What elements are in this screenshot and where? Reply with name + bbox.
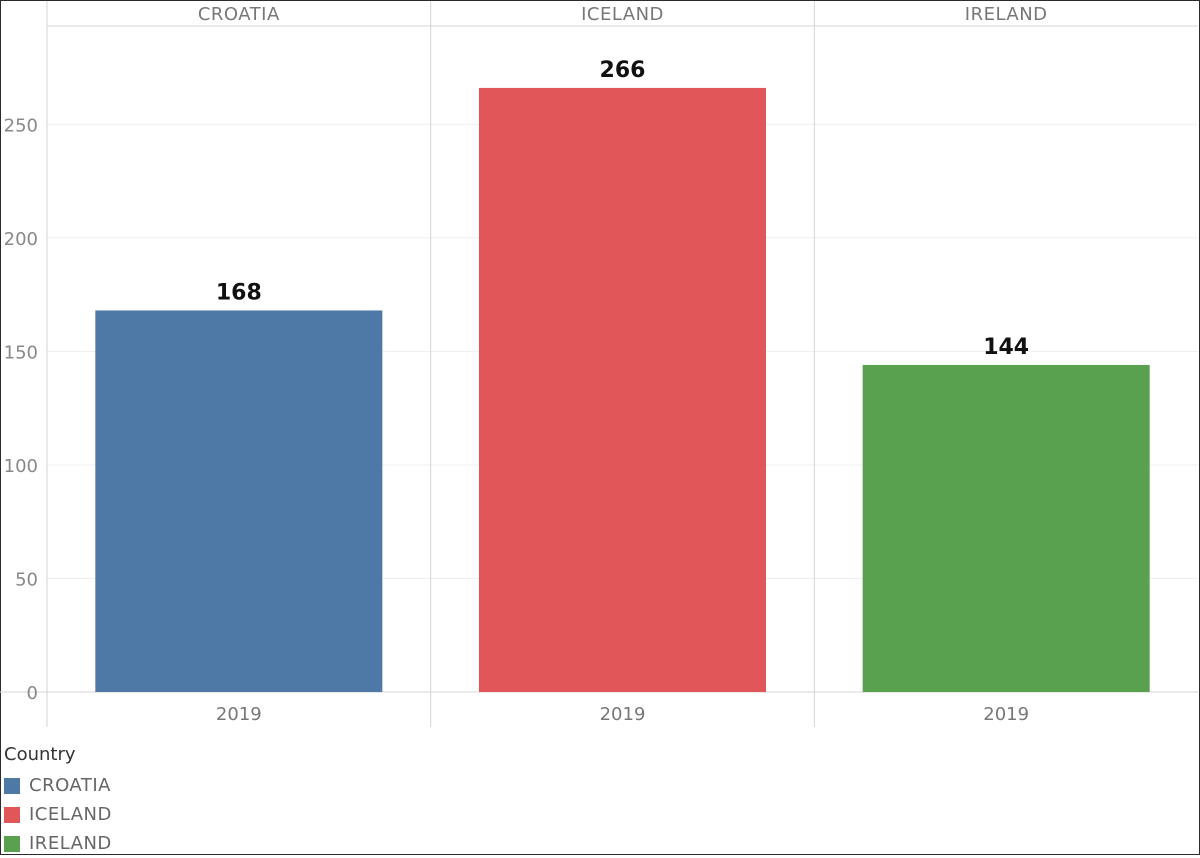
x-axis-ticks: 2019 2019 2019: [216, 704, 1029, 725]
data-labels: 168 266 144: [216, 58, 1029, 360]
data-label-iceland: 266: [600, 58, 646, 83]
legend-swatch-croatia: [4, 777, 20, 794]
column-header-ireland: IRELAND: [965, 4, 1048, 25]
bars: [95, 87, 1150, 692]
legend-label-ireland: IRELAND: [29, 833, 112, 854]
y-tick-label-200: 200: [4, 229, 38, 250]
y-tick-label-0: 0: [27, 683, 38, 704]
x-tick-label-0: 2019: [216, 704, 262, 725]
data-label-croatia: 168: [216, 280, 262, 305]
legend-swatch-ireland: [4, 835, 20, 852]
x-tick-label-2: 2019: [983, 704, 1029, 725]
y-axis-ticks: 0 50 100 150 200 250: [4, 115, 38, 704]
y-tick-label-250: 250: [4, 115, 38, 136]
bar-iceland[interactable]: [479, 87, 766, 692]
y-tick-label-50: 50: [15, 569, 38, 590]
column-headers: CROATIA ICELAND IRELAND: [198, 4, 1048, 25]
y-tick-label-100: 100: [4, 456, 38, 477]
column-header-croatia: CROATIA: [198, 4, 280, 25]
data-label-ireland: 144: [983, 335, 1029, 360]
legend-label-iceland: ICELAND: [29, 804, 112, 825]
legend-swatch-iceland: [4, 806, 20, 823]
legend-item-ireland[interactable]: IRELAND: [4, 829, 112, 858]
legend-item-iceland[interactable]: ICELAND: [4, 800, 112, 829]
bar-croatia[interactable]: [95, 310, 383, 692]
legend: Country CROATIA ICELAND IRELAND: [4, 743, 112, 858]
bar-ireland[interactable]: [862, 364, 1150, 692]
legend-label-croatia: CROATIA: [29, 775, 111, 796]
legend-item-croatia[interactable]: CROATIA: [4, 771, 112, 800]
y-tick-label-150: 150: [4, 342, 38, 363]
x-tick-label-1: 2019: [600, 704, 646, 725]
column-header-iceland: ICELAND: [581, 4, 664, 25]
legend-title: Country: [4, 744, 76, 765]
